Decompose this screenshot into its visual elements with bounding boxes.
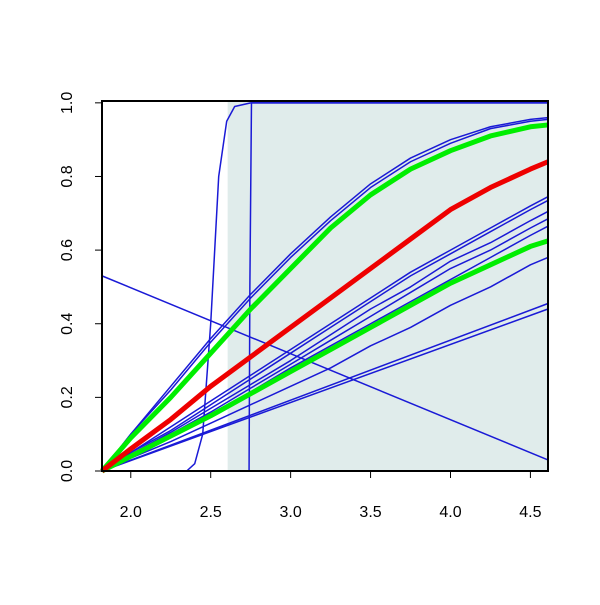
y-tick-label: 0.0 xyxy=(59,460,76,482)
curve xyxy=(101,302,549,472)
y-tick-label: 0.8 xyxy=(59,165,76,187)
curve xyxy=(101,116,549,472)
y-tick-label: 0.2 xyxy=(59,386,76,408)
y-tick-label: 0.6 xyxy=(59,239,76,261)
x-tick-label: 2.0 xyxy=(120,504,142,521)
curve xyxy=(101,256,549,472)
x-tick-label: 4.5 xyxy=(519,504,541,521)
curve xyxy=(100,159,549,473)
x-tick-label: 4.0 xyxy=(439,504,461,521)
plot-frame xyxy=(101,100,549,472)
curve xyxy=(100,122,549,473)
y-tick-label: 1.0 xyxy=(59,92,76,114)
curve xyxy=(100,238,549,474)
x-tick-label: 3.0 xyxy=(280,504,302,521)
x-tick-label: 3.5 xyxy=(359,504,381,521)
curve xyxy=(101,118,549,472)
curve xyxy=(101,196,549,472)
curve xyxy=(101,275,549,461)
curve xyxy=(102,102,548,472)
curve xyxy=(101,308,549,472)
x-tick-label: 2.5 xyxy=(200,504,222,521)
curve xyxy=(101,210,549,472)
y-tick-label: 0.4 xyxy=(59,313,76,335)
curve xyxy=(101,199,549,472)
